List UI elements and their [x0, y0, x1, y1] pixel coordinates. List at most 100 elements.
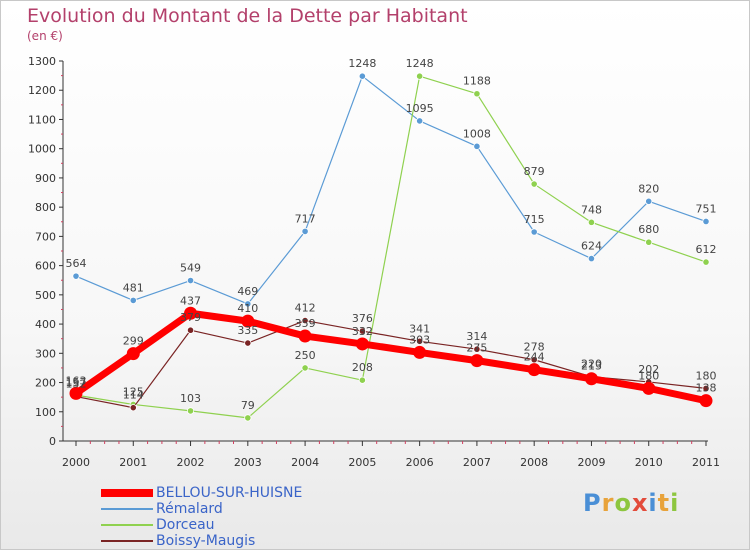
data-label: 250 — [295, 349, 316, 362]
data-point — [530, 228, 538, 236]
data-label: 1248 — [406, 57, 434, 70]
data-label: 202 — [638, 363, 659, 376]
y-tick-label: 1100 — [28, 113, 56, 126]
logo-letter: r — [601, 489, 615, 517]
data-label: 549 — [180, 262, 201, 275]
data-point — [645, 238, 653, 246]
data-point — [355, 337, 369, 351]
legend-label: Boissy-Maugis — [156, 533, 256, 549]
data-label: 680 — [638, 223, 659, 236]
data-point — [244, 414, 252, 422]
legend-label: Dorceau — [156, 517, 215, 533]
data-point — [587, 218, 596, 226]
data-label: 163 — [66, 374, 87, 387]
legend-swatch — [101, 489, 153, 497]
x-tick-label: 2006 — [406, 456, 434, 469]
y-tick-label: 0 — [49, 435, 56, 448]
y-tick-label: 900 — [35, 172, 56, 185]
chart-axes: 0 100 200 300 400 500 600 700 800 900 1000 1100 1200… — [28, 55, 720, 469]
data-label: 437 — [180, 294, 201, 307]
legend-swatch — [101, 508, 153, 510]
x-tick-label: 2009 — [577, 456, 605, 469]
legend-swatch — [101, 524, 153, 526]
data-label: 412 — [295, 302, 316, 315]
y-tick-label: 1000 — [28, 143, 56, 156]
data-label: 341 — [409, 322, 430, 335]
data-label: 612 — [696, 243, 717, 256]
data-point — [584, 372, 598, 386]
data-point — [702, 217, 710, 226]
x-tick-label: 2004 — [291, 456, 319, 469]
data-label: 820 — [638, 182, 659, 195]
chart-title: Evolution du Montant de la Dette par Hab… — [27, 5, 468, 27]
data-point — [416, 72, 424, 80]
data-point — [530, 180, 538, 188]
data-point — [473, 90, 481, 98]
line-chart: 0 100 200 300 400 500 600 700 800 900 1000 1100 1200… — [28, 55, 720, 469]
data-label: 410 — [237, 302, 258, 315]
logo-letter: t — [657, 489, 671, 517]
series-labels: 1632994374103593323032752442131801385644… — [66, 57, 717, 412]
data-label: 359 — [295, 317, 316, 330]
data-point — [186, 326, 195, 334]
data-point — [530, 356, 538, 364]
data-label: 303 — [409, 333, 430, 346]
data-point — [186, 407, 195, 415]
x-tick-label: 2000 — [62, 456, 90, 469]
data-point — [301, 316, 309, 325]
y-tick-label: 1300 — [28, 55, 56, 68]
data-label: 379 — [180, 311, 201, 324]
data-point — [126, 347, 140, 361]
series-line-2 — [75, 75, 707, 419]
y-tick-label: 800 — [35, 201, 56, 214]
data-label: 138 — [696, 382, 717, 395]
x-tick-label: 2003 — [234, 456, 262, 469]
data-point — [702, 258, 710, 266]
data-point — [184, 306, 198, 320]
data-point — [702, 384, 710, 392]
data-point — [416, 117, 424, 125]
data-label: 717 — [295, 212, 316, 225]
data-point — [72, 272, 80, 280]
data-label: 275 — [466, 342, 487, 355]
data-label: 564 — [66, 257, 87, 270]
logo-letter: i — [670, 489, 680, 517]
data-label: 244 — [524, 351, 545, 364]
data-point — [301, 364, 309, 372]
data-point — [413, 345, 427, 359]
data-label: 278 — [524, 341, 545, 354]
data-point — [298, 329, 312, 343]
series-line-0 — [72, 309, 710, 405]
y-tick-label: 500 — [35, 289, 56, 302]
data-label: 208 — [352, 361, 373, 374]
y-tick-label: 600 — [35, 260, 56, 273]
x-tick-label: 2007 — [463, 456, 491, 469]
data-point — [129, 296, 137, 304]
logo-letter: x — [631, 489, 649, 517]
chart-unit-label: (en €) — [27, 29, 63, 43]
data-label: 715 — [524, 213, 545, 226]
data-point — [358, 327, 366, 335]
legend-label: Rémalard — [156, 501, 223, 517]
data-label: 469 — [237, 285, 258, 298]
data-label: 213 — [581, 360, 602, 373]
series-line-1 — [75, 75, 707, 305]
series-line-3 — [75, 319, 707, 409]
legend-label: BELLOU-SUR-HUISNE — [156, 485, 303, 501]
data-label: 332 — [352, 325, 373, 338]
x-tick-label: 2008 — [520, 456, 548, 469]
data-point — [129, 404, 137, 412]
data-point — [358, 72, 366, 80]
data-label: 114 — [123, 389, 144, 402]
data-label: 1008 — [463, 127, 491, 140]
data-point — [587, 255, 596, 263]
data-label: 335 — [237, 324, 258, 337]
x-tick-label: 2010 — [635, 456, 663, 469]
data-point — [244, 339, 252, 347]
proxiti-logo: Proxiti — [583, 489, 679, 517]
logo-letter: o — [614, 489, 632, 517]
data-point — [470, 354, 484, 368]
legend-swatch — [101, 540, 153, 542]
data-point — [186, 276, 195, 285]
data-label: 314 — [466, 330, 487, 343]
